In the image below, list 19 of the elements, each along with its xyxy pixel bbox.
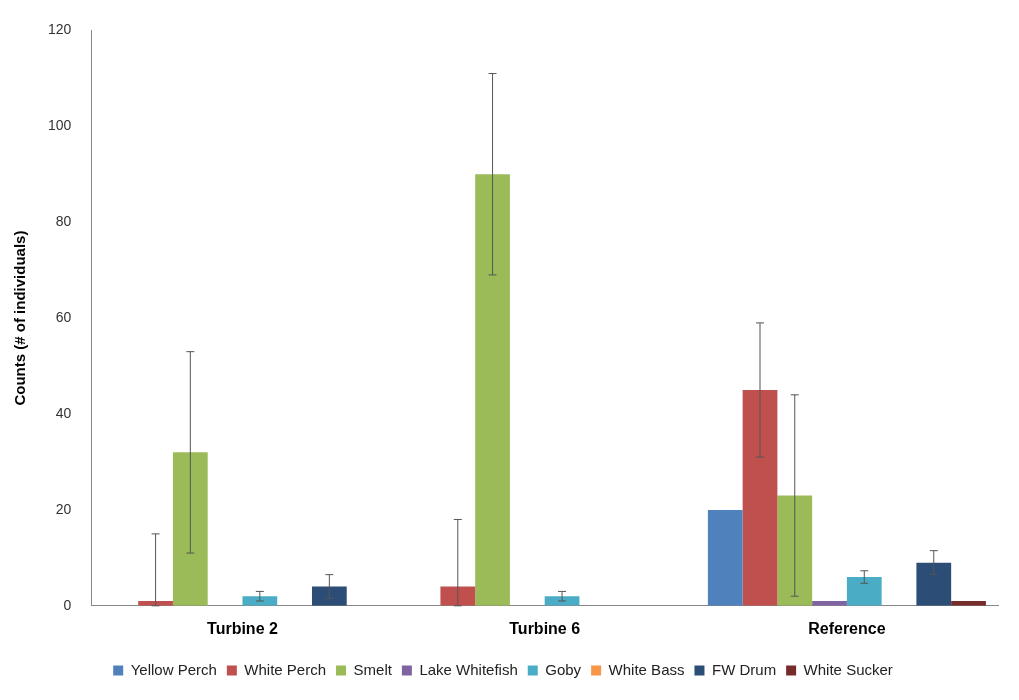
legend-label: White Perch — [244, 660, 327, 678]
legend-label: FW Drum — [711, 660, 777, 678]
y-tick-label: 100 — [48, 117, 72, 134]
legend-label: Goby — [545, 660, 582, 678]
legend-label: Yellow Perch — [130, 660, 217, 678]
y-tick-label: 0 — [63, 596, 72, 613]
y-tick-label: 120 — [48, 21, 72, 38]
x-tick-label: Turbine 2 — [207, 619, 278, 637]
y-axis-title: Counts (# of individuals) — [11, 230, 29, 406]
x-tick-label: Reference — [808, 619, 886, 637]
y-tick-label: 80 — [55, 213, 72, 230]
legend-label: White Bass — [608, 660, 685, 678]
y-tick-label: 60 — [55, 308, 72, 325]
legend-label: Lake Whitefish — [419, 660, 518, 678]
y-tick-label: 20 — [55, 500, 72, 517]
legend-label: Smelt — [353, 660, 393, 678]
y-tick-label: 40 — [55, 404, 72, 421]
x-tick-label: Turbine 6 — [509, 619, 581, 637]
legend-label: White Sucker — [803, 660, 893, 678]
